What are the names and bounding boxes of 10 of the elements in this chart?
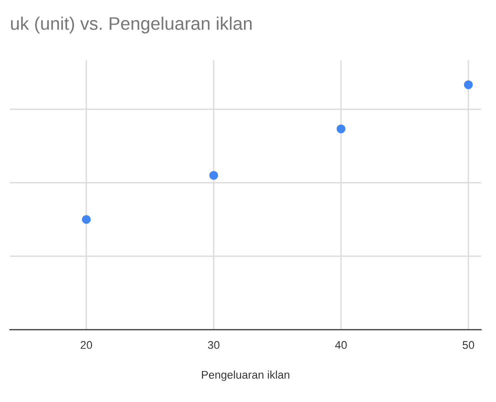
chart-title: uk (unit) vs. Pengeluaran iklan (11, 16, 252, 34)
x-tick-label: 40 (335, 341, 347, 349)
point (336, 124, 346, 134)
x-tick-label: 50 (462, 341, 474, 349)
point (82, 215, 91, 224)
point (464, 80, 473, 90)
point (209, 170, 218, 180)
x-tick-label: 20 (80, 341, 92, 349)
x-tick-label: 30 (208, 341, 220, 349)
x-axis-title: Pengeluaran iklan (202, 370, 290, 381)
